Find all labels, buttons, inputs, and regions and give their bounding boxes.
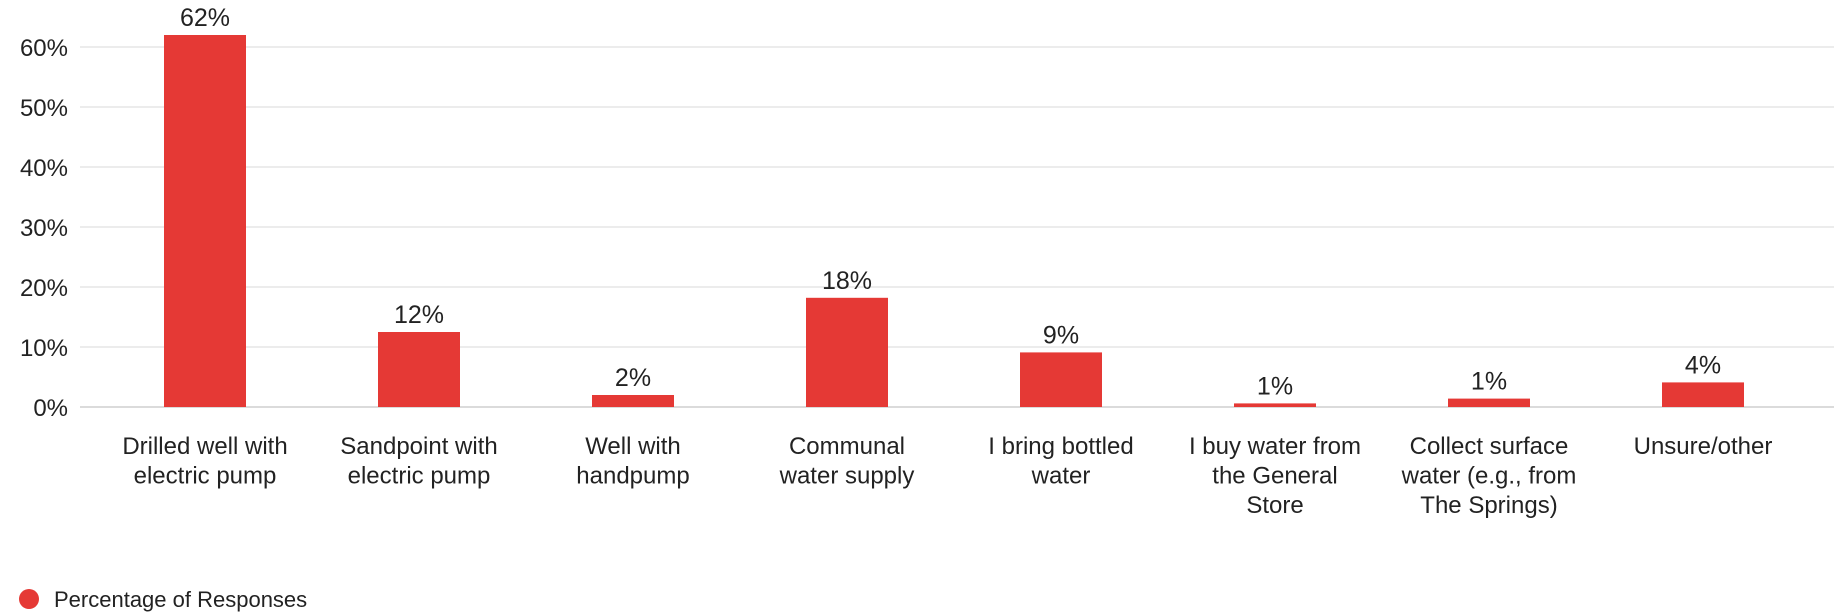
y-axis-ticks: 0% 10% 20% 30% 40% 50% 60% bbox=[20, 35, 68, 422]
x-category-label-line: Well with bbox=[585, 433, 681, 460]
bar[interactable] bbox=[806, 297, 888, 407]
y-tick-label: 40% bbox=[20, 155, 68, 182]
bar[interactable] bbox=[1234, 403, 1316, 407]
x-category-label: Well with handpump bbox=[576, 433, 689, 490]
x-category-label: I bring bottled water bbox=[988, 433, 1133, 490]
x-category-label-line: electric pump bbox=[348, 463, 491, 490]
y-tick-label: 20% bbox=[20, 275, 68, 302]
x-category-label-line: water (e.g., from bbox=[1401, 463, 1577, 490]
x-category-label-line: The Springs) bbox=[1420, 492, 1557, 519]
data-label: 12% bbox=[394, 301, 444, 329]
gridlines bbox=[80, 46, 1834, 408]
y-tick-label: 0% bbox=[33, 395, 68, 422]
data-label: 18% bbox=[822, 267, 872, 295]
x-category-label-line: Collect surface bbox=[1410, 433, 1569, 460]
bar[interactable] bbox=[164, 35, 246, 407]
data-label: 1% bbox=[1471, 368, 1507, 396]
x-category-label: Drilled well with electric pump bbox=[122, 433, 287, 490]
legend[interactable]: Percentage of Responses bbox=[19, 587, 307, 612]
x-category-label: Communal water supply bbox=[779, 433, 915, 490]
bar[interactable] bbox=[1448, 398, 1530, 407]
x-category-label-line: I bring bottled bbox=[988, 433, 1133, 460]
x-category-label-line: the General bbox=[1212, 463, 1337, 490]
x-category-label: I buy water from the General Store bbox=[1189, 433, 1361, 519]
x-category-label-line: water supply bbox=[779, 463, 915, 490]
y-tick-label: 30% bbox=[20, 215, 68, 242]
data-label: 62% bbox=[180, 4, 230, 32]
data-label: 9% bbox=[1043, 321, 1079, 349]
x-category-label-line: Drilled well with bbox=[122, 433, 287, 460]
y-tick-label: 50% bbox=[20, 95, 68, 122]
x-category-label-line: Store bbox=[1246, 492, 1303, 519]
legend-marker bbox=[19, 589, 39, 609]
x-category-label: Unsure/other bbox=[1634, 433, 1773, 460]
x-category-label-line: I buy water from bbox=[1189, 433, 1361, 460]
x-category-label-line: water bbox=[1031, 463, 1091, 490]
x-category-label: Sandpoint with electric pump bbox=[340, 433, 497, 490]
data-labels: 62% 12% 2% 18% 9% 1% 1% 4% bbox=[180, 4, 1721, 400]
bar[interactable] bbox=[1020, 352, 1102, 407]
x-category-label-line: electric pump bbox=[134, 463, 277, 490]
x-category-label-line: Sandpoint with bbox=[340, 433, 497, 460]
x-axis-categories: Drilled well with electric pumpSandpoint … bbox=[122, 433, 1772, 519]
bar[interactable] bbox=[378, 332, 460, 407]
y-tick-label: 10% bbox=[20, 335, 68, 362]
x-category-label: Collect surface water (e.g., from The Spri… bbox=[1401, 433, 1577, 519]
bars bbox=[164, 35, 1744, 407]
y-tick-label: 60% bbox=[20, 35, 68, 62]
data-label: 4% bbox=[1685, 351, 1721, 379]
x-category-label-line: Unsure/other bbox=[1634, 433, 1773, 460]
bar[interactable] bbox=[592, 395, 674, 407]
data-label: 1% bbox=[1257, 372, 1293, 400]
data-label: 2% bbox=[615, 364, 651, 392]
legend-label[interactable]: Percentage of Responses bbox=[54, 587, 307, 612]
x-category-label-line: handpump bbox=[576, 463, 689, 490]
x-category-label-line: Communal bbox=[789, 433, 905, 460]
bar[interactable] bbox=[1662, 382, 1744, 407]
